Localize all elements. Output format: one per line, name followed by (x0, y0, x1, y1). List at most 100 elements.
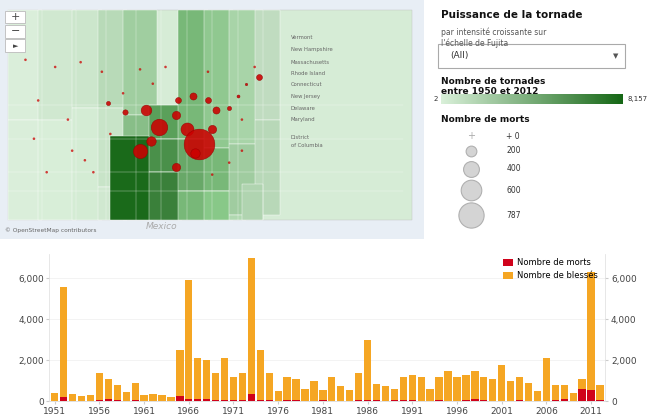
Point (50, 64, 61, 70)
Point (466, 187, 476, 193)
Bar (346, 390, 353, 401)
Bar (373, 400, 380, 401)
Bar (471, 399, 478, 401)
Point (224, 104, 234, 111)
Bar (132, 383, 139, 401)
Bar (409, 400, 416, 401)
Bar (105, 399, 112, 401)
Bar (516, 377, 523, 401)
Bar (588, 272, 595, 401)
Text: Mexico: Mexico (145, 222, 177, 230)
Point (88, 169, 99, 176)
Point (224, 159, 234, 166)
Text: +: + (467, 131, 475, 141)
Bar (149, 394, 157, 401)
Text: l'échelle de Fujita: l'échelle de Fujita (441, 39, 508, 48)
Bar (230, 377, 237, 401)
Bar (185, 399, 192, 401)
Bar (292, 379, 300, 401)
Text: (All): (All) (450, 52, 468, 60)
Point (466, 212, 476, 219)
Point (241, 80, 251, 87)
Point (173, 97, 184, 104)
Bar (122, 392, 130, 401)
Bar (194, 358, 201, 401)
Bar (274, 391, 282, 401)
Bar (97, 108, 128, 186)
Bar (239, 400, 246, 401)
Point (171, 111, 182, 118)
Bar (570, 393, 577, 401)
Bar (38, 10, 76, 120)
Text: 200: 200 (506, 146, 520, 155)
Bar (5, 11, 26, 23)
Bar (364, 400, 371, 401)
Point (120, 109, 130, 116)
Point (253, 73, 264, 80)
Bar (97, 10, 128, 108)
Bar (534, 391, 541, 401)
Text: ►: ► (13, 43, 18, 49)
FancyBboxPatch shape (9, 10, 412, 220)
Bar (453, 377, 461, 401)
Bar (72, 10, 102, 108)
Bar (229, 215, 246, 220)
Bar (391, 400, 398, 401)
Point (190, 150, 201, 156)
Bar (399, 400, 407, 401)
Bar (463, 400, 470, 401)
Point (145, 138, 156, 144)
Bar (38, 120, 76, 220)
Bar (551, 385, 559, 401)
Text: Rhode Island: Rhode Island (291, 71, 325, 76)
Bar (229, 10, 263, 144)
Bar (149, 139, 182, 172)
Point (249, 64, 260, 70)
Point (105, 131, 116, 137)
Text: + 0: + 0 (506, 132, 520, 141)
Bar (311, 381, 318, 401)
Bar (185, 280, 192, 401)
Bar (507, 381, 515, 401)
Bar (167, 397, 174, 401)
Point (80, 157, 90, 163)
Point (147, 80, 158, 87)
FancyBboxPatch shape (438, 44, 625, 68)
Text: entre 1950 et 2012: entre 1950 et 2012 (441, 87, 538, 96)
Bar (301, 389, 309, 401)
Text: New Hampshire: New Hampshire (291, 47, 332, 52)
Text: © OpenStreetMap contributors: © OpenStreetMap contributors (5, 228, 97, 233)
Bar (149, 172, 182, 220)
Bar (111, 136, 153, 220)
Bar (78, 396, 85, 401)
Bar (242, 184, 263, 220)
Text: 8,157: 8,157 (628, 96, 647, 102)
Text: +: + (11, 12, 20, 22)
Bar (399, 377, 407, 401)
Point (207, 126, 217, 132)
Bar (596, 385, 603, 401)
Point (193, 140, 204, 147)
Bar (176, 350, 184, 401)
Bar (480, 400, 488, 401)
Bar (498, 364, 505, 401)
Bar (204, 149, 234, 191)
Bar (140, 395, 148, 401)
Bar (471, 371, 478, 401)
Point (63, 116, 73, 123)
Bar (212, 373, 219, 401)
Text: Puissance de la tornade: Puissance de la tornade (441, 10, 582, 20)
Point (33, 97, 43, 104)
Bar (96, 400, 103, 401)
Text: 787: 787 (506, 211, 520, 220)
Point (466, 147, 476, 154)
Bar (328, 377, 336, 401)
Text: Massachusetts: Massachusetts (291, 59, 330, 65)
Bar (561, 399, 568, 401)
Bar (255, 10, 280, 120)
Bar (204, 191, 234, 220)
Text: Nombre de morts: Nombre de morts (441, 115, 530, 124)
Bar (72, 108, 102, 220)
Bar (373, 384, 380, 401)
Text: Connecticut: Connecticut (291, 82, 322, 87)
